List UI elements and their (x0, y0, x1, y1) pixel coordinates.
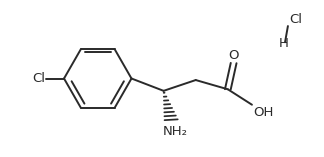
Text: H: H (279, 37, 289, 49)
Text: OH: OH (254, 106, 274, 119)
Text: O: O (228, 49, 239, 62)
Text: Cl: Cl (32, 72, 45, 85)
Text: Cl: Cl (289, 13, 302, 26)
Text: NH₂: NH₂ (162, 125, 187, 138)
